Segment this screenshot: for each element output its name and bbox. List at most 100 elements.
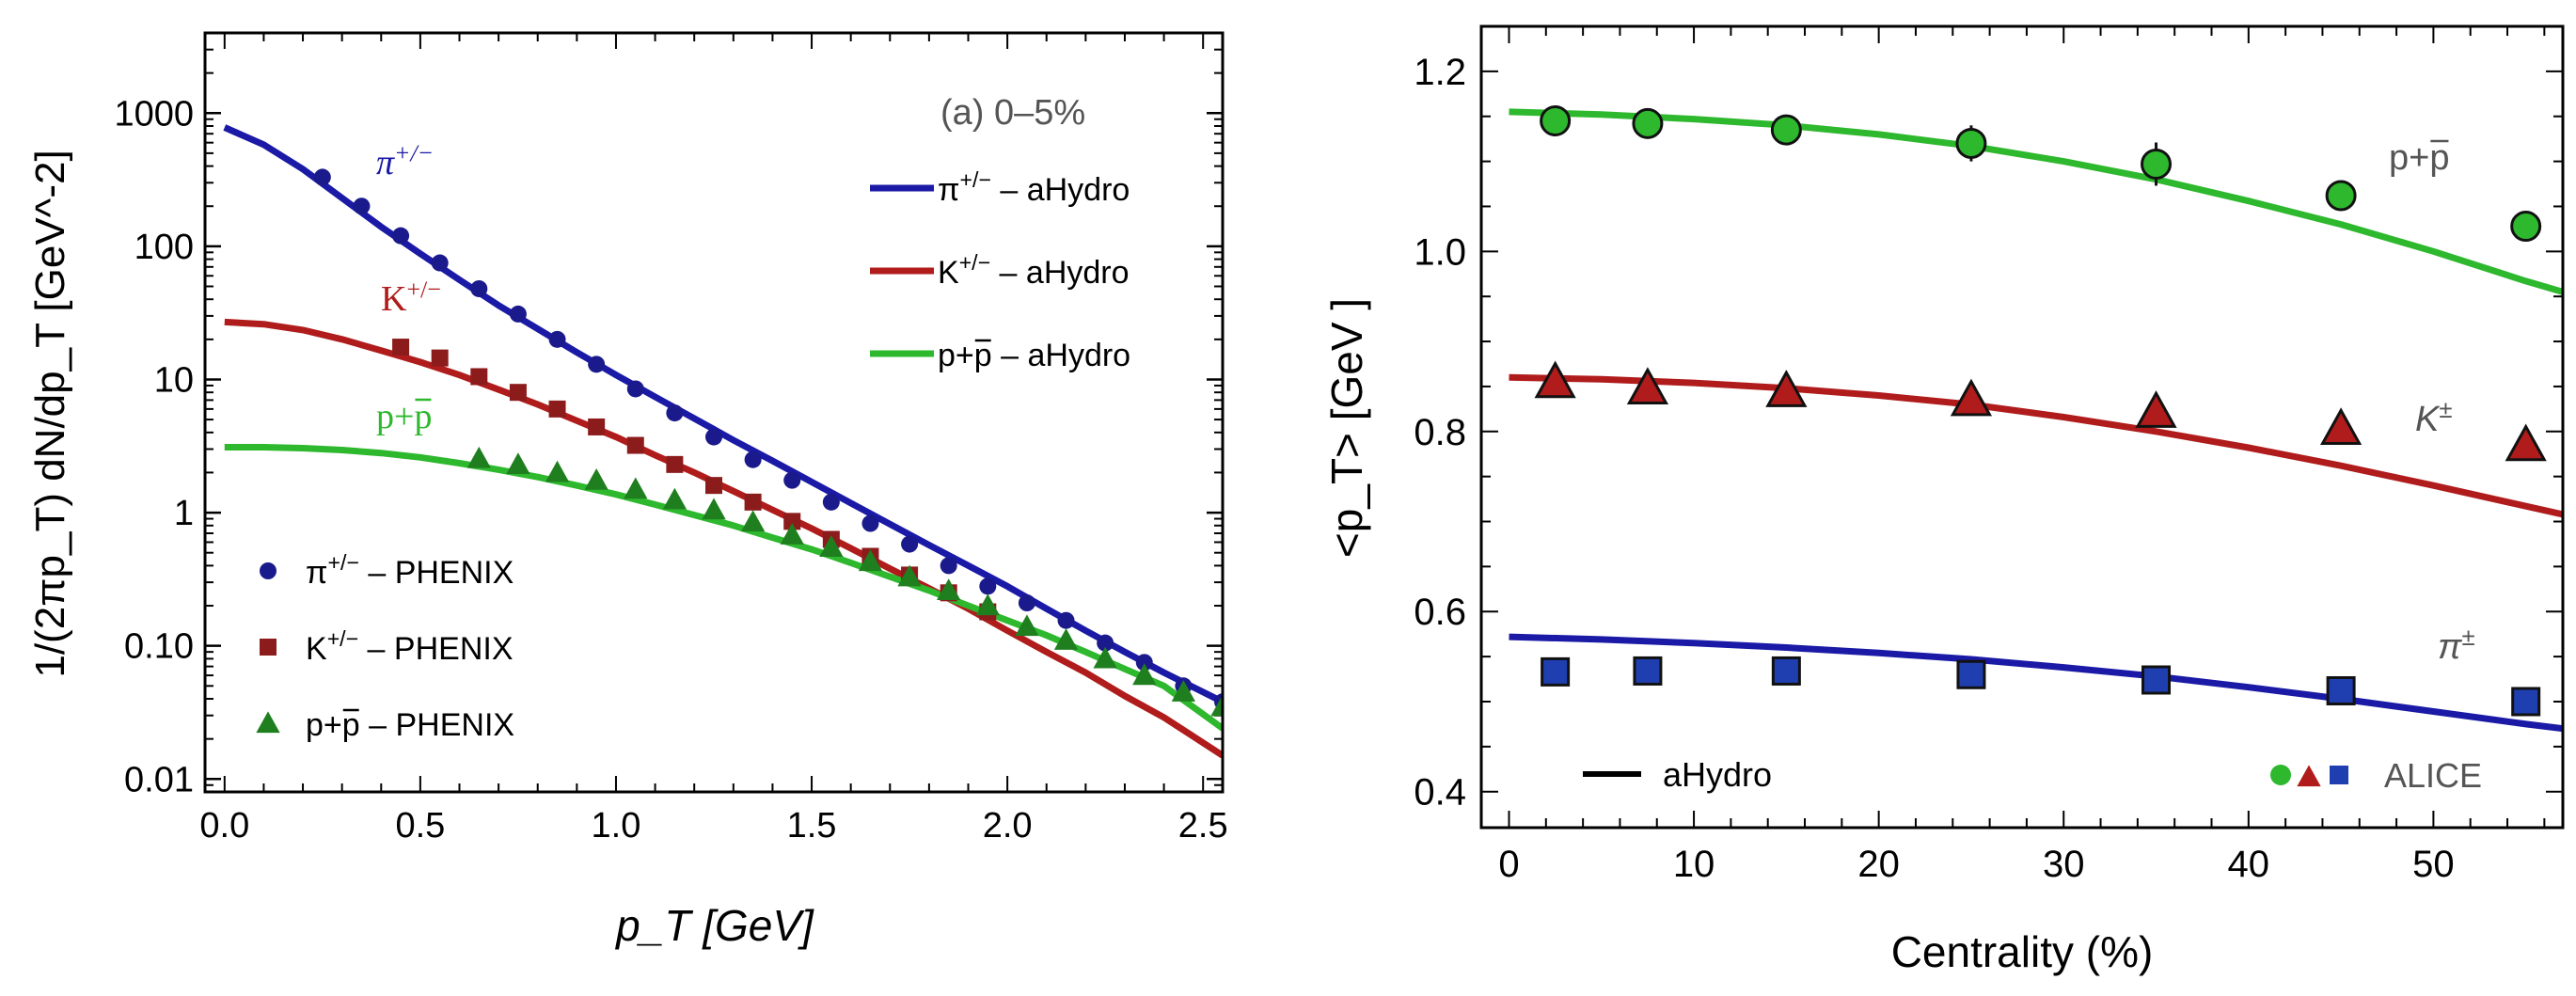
y-tick-label: 1.2 xyxy=(1414,52,1466,93)
data-point-proton xyxy=(1132,663,1157,686)
series-line-kaon xyxy=(224,318,1223,759)
data-point-pion xyxy=(783,471,801,489)
plot-area xyxy=(1509,105,2563,733)
data-point-pion xyxy=(744,451,762,468)
data-point-pion xyxy=(940,557,957,575)
data-point-pion xyxy=(1541,656,1571,687)
curve-label-kaon-superscript: ± xyxy=(2439,397,2452,423)
data-point-proton xyxy=(1015,614,1039,637)
data-point-proton xyxy=(858,549,883,572)
data-point-pion xyxy=(861,514,879,532)
legend-label-model: aHydro xyxy=(1663,755,1772,794)
y-tick-label: 0.8 xyxy=(1414,412,1466,453)
legend-label-superscript: +/− xyxy=(959,250,990,275)
curve-label-kaon: K± xyxy=(2415,397,2453,439)
curve-label-kaon-superscript: +/− xyxy=(406,276,440,303)
x-tick-label: 0 xyxy=(1498,844,1519,885)
y-tick-label: 1000 xyxy=(114,94,194,134)
data-point-proton xyxy=(1540,105,1572,137)
curve-label-proton: p+p xyxy=(2389,138,2449,178)
data-point-proton xyxy=(662,487,687,510)
curve-label-proton-base: p+ xyxy=(376,397,414,436)
legend-marker-kaon xyxy=(260,639,277,656)
y-tick-label: 1.0 xyxy=(1414,231,1466,273)
curve-label-kaon-base: K xyxy=(381,279,407,319)
data-point-proton xyxy=(1632,107,1664,139)
data-point-pion xyxy=(979,577,997,595)
series-line-proton xyxy=(1509,108,2563,295)
y-tick-label: 10 xyxy=(154,360,194,400)
curve-label-proton: p+p xyxy=(376,397,432,436)
series-line-pion xyxy=(1509,633,2563,733)
data-point-kaon xyxy=(588,418,606,435)
y-tick-label: 0.10 xyxy=(124,627,194,667)
y-tick-label: 0.6 xyxy=(1414,592,1466,633)
data-point-pion xyxy=(588,356,606,373)
curve-label-proton-bar-letter: p xyxy=(414,397,432,436)
x-tick-label: 1.5 xyxy=(787,806,837,846)
data-point-pion xyxy=(1018,594,1035,612)
curve-label-pion-base: π xyxy=(376,143,395,182)
data-point-proton xyxy=(1171,680,1196,702)
x-axis-title: p_T [GeV] xyxy=(614,901,814,950)
y-tick-label: 0.01 xyxy=(124,760,194,799)
x-tick-label: 20 xyxy=(1857,844,1900,885)
legend-label: p+p – aHydro xyxy=(938,338,1130,373)
data-point-pion xyxy=(1956,659,1986,689)
legend-label-suffix: – PHENIX xyxy=(358,631,513,667)
legend-marker-circle xyxy=(2270,765,2291,785)
data-point-pion xyxy=(509,305,527,323)
data-point-pion xyxy=(470,279,488,297)
data-point-pion xyxy=(1097,634,1114,652)
legend-label-base: π xyxy=(938,172,959,208)
data-point-kaon xyxy=(626,436,644,454)
data-point-pion xyxy=(1633,656,1663,686)
data-point-pion xyxy=(705,428,722,446)
data-point-kaon xyxy=(392,339,410,356)
data-point-proton xyxy=(506,452,530,474)
y-axis-title: <p_T> [GeV ] xyxy=(1322,298,1371,558)
plot-frame xyxy=(1479,24,2565,830)
data-point-pion xyxy=(548,330,566,348)
x-tick-label: 2.5 xyxy=(1178,806,1228,846)
data-point-kaon xyxy=(1626,367,1669,404)
data-point-kaon xyxy=(2320,407,2363,446)
data-point-proton xyxy=(975,593,1000,616)
legend-label-suffix: – aHydro xyxy=(990,255,1129,291)
data-point-kaon xyxy=(2135,390,2177,428)
legend-label-superscript: +/− xyxy=(327,550,358,575)
data-point-proton xyxy=(897,564,922,587)
legend-label-base: K xyxy=(938,255,959,291)
x-tick-label: 0.5 xyxy=(395,806,445,846)
data-point-pion xyxy=(1135,654,1153,672)
y-minor-ticks xyxy=(205,32,1223,793)
data-point-pion xyxy=(626,380,644,398)
legend-label-superscript: +/− xyxy=(959,167,990,192)
legend-marker-pion xyxy=(260,562,277,579)
data-point-kaon xyxy=(1765,370,1808,407)
data-point-proton xyxy=(466,446,491,468)
data-point-pion xyxy=(901,535,919,553)
data-point-proton xyxy=(740,510,766,532)
data-point-proton xyxy=(937,578,961,601)
curve-label-proton-bar-letter: p xyxy=(2429,138,2449,178)
data-point-pion xyxy=(392,227,410,245)
data-point-pion xyxy=(2326,675,2356,705)
legend-label: π+/− – aHydro xyxy=(938,167,1130,208)
data-point-pion xyxy=(822,493,840,511)
curve-label-pion: π+/− xyxy=(376,139,434,182)
data-point-proton xyxy=(1093,646,1117,669)
curve-label-pion-base: π xyxy=(2438,627,2463,667)
data-point-pion xyxy=(353,198,371,215)
data-point-kaon xyxy=(783,513,801,530)
data-point-pion xyxy=(2141,665,2172,695)
y-axis-title: 1/(2πp_T) dN/dp_T [GeV^-2] xyxy=(27,150,73,677)
x-tick-label: 30 xyxy=(2043,844,2085,885)
data-point-kaon xyxy=(548,400,566,418)
spectra-panel: 0.01 0.10 1 10 100 1000 0.0 0.5 1.0 1.5 2.0 2.5 (a) … xyxy=(27,31,1228,950)
data-point-proton xyxy=(1770,114,1802,146)
data-point-proton xyxy=(1955,127,1987,159)
series-line-kaon xyxy=(1509,373,2563,518)
curve-label-pion-superscript: +/− xyxy=(394,139,434,166)
data-point-kaon xyxy=(1950,378,1993,417)
